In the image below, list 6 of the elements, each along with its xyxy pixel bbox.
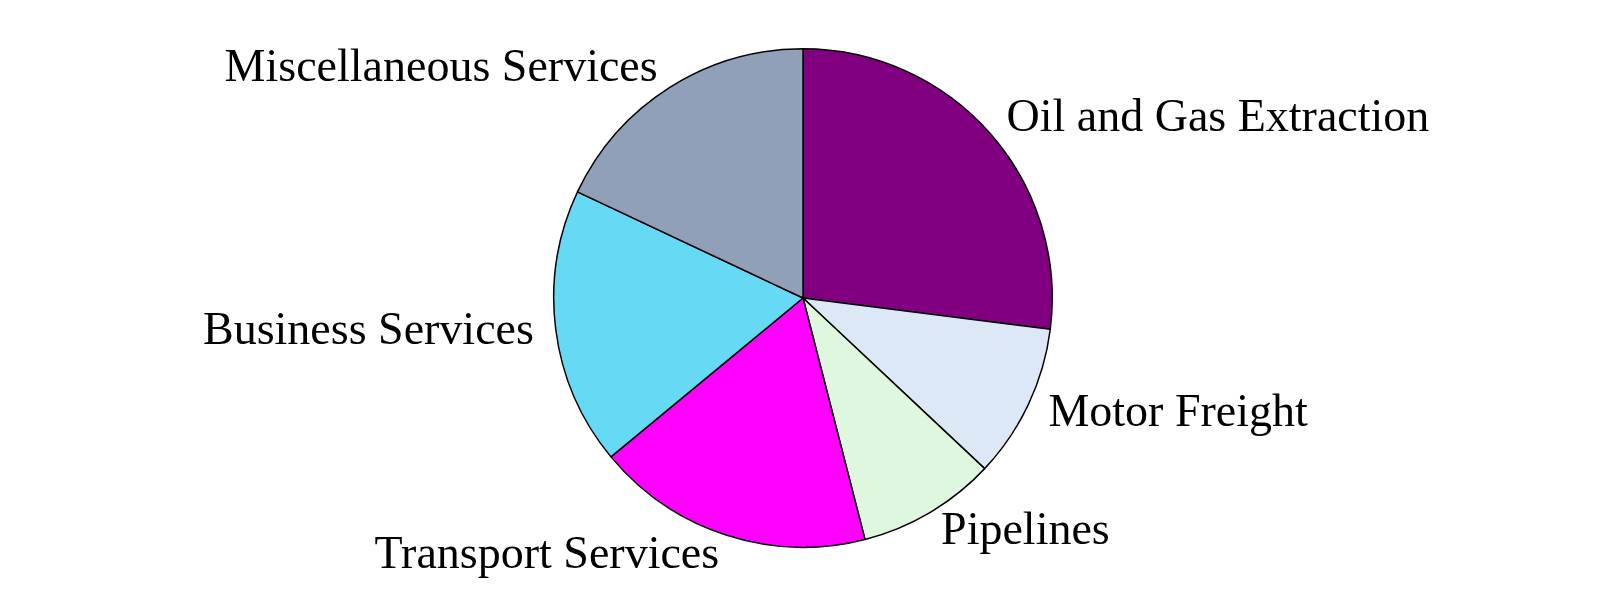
- slice-label: Miscellaneous Services: [224, 40, 658, 92]
- slice-label: Pipelines: [941, 502, 1110, 554]
- slice-label: Motor Freight: [1048, 384, 1309, 436]
- slice-label: Oil and Gas Extraction: [1006, 89, 1430, 141]
- slice-label: Business Services: [202, 303, 534, 355]
- slice-label: Transport Services: [374, 527, 720, 579]
